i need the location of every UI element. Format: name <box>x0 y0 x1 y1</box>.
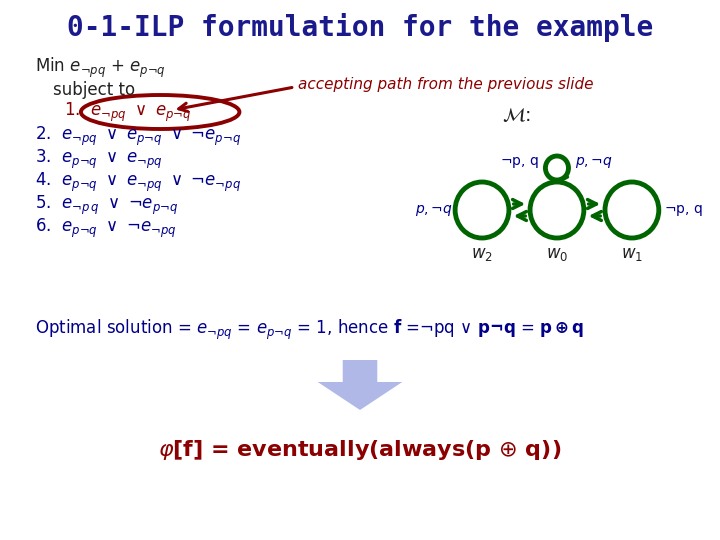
Text: $w_0$: $w_0$ <box>546 245 568 263</box>
Text: 4.  $e_{p\neg q}\ \vee\ e_{\neg pq}\ \vee\ \neg e_{\neg pq}$: 4. $e_{p\neg q}\ \vee\ e_{\neg pq}\ \vee… <box>35 171 241 194</box>
Text: accepting path from the previous slide: accepting path from the previous slide <box>297 78 593 92</box>
Text: $\varphi$[f] = eventually(always(p $\oplus$ q)): $\varphi$[f] = eventually(always(p $\opl… <box>158 438 562 462</box>
Text: 2.  $e_{\neg pq}\ \vee\ e_{p\neg q}\ \vee\ \neg e_{p\neg q}$: 2. $e_{\neg pq}\ \vee\ e_{p\neg q}\ \vee… <box>35 124 241 147</box>
Text: $\neg$p, q: $\neg$p, q <box>665 202 703 218</box>
Text: Optimal solution = $e_{\neg pq}$ = $e_{p\neg q}$ = 1, hence $\mathbf{f}$ =$\neg$: Optimal solution = $e_{\neg pq}$ = $e_{p… <box>35 318 585 342</box>
Text: 1.  $e_{\neg pq}\ \vee\ e_{p\neg q}$: 1. $e_{\neg pq}\ \vee\ e_{p\neg q}$ <box>64 100 192 124</box>
Text: subject to: subject to <box>53 81 135 99</box>
Text: $w_2$: $w_2$ <box>471 245 493 263</box>
Text: $\neg$p, q: $\neg$p, q <box>500 154 539 170</box>
Text: $\mathcal{M}$:: $\mathcal{M}$: <box>502 105 531 125</box>
Polygon shape <box>318 360 402 410</box>
Text: $p,\neg q$: $p,\neg q$ <box>575 154 613 170</box>
Text: Min $e_{\neg pq}$ + $e_{p\neg q}$: Min $e_{\neg pq}$ + $e_{p\neg q}$ <box>35 56 166 80</box>
Text: 6.  $e_{p\neg q}\ \vee\ \neg e_{\neg pq}$: 6. $e_{p\neg q}\ \vee\ \neg e_{\neg pq}$ <box>35 217 176 240</box>
Text: $w_1$: $w_1$ <box>621 245 643 263</box>
Text: 5.  $e_{\neg p\,q}\ \vee\ \neg e_{p\neg q}$: 5. $e_{\neg p\,q}\ \vee\ \neg e_{p\neg q… <box>35 193 179 217</box>
Text: 0-1-ILP formulation for the example: 0-1-ILP formulation for the example <box>67 14 653 43</box>
Text: 3.  $e_{p\neg q}\ \vee\ e_{\neg pq}$: 3. $e_{p\neg q}\ \vee\ e_{\neg pq}$ <box>35 147 163 171</box>
Text: $p,\neg q$: $p,\neg q$ <box>415 202 453 218</box>
